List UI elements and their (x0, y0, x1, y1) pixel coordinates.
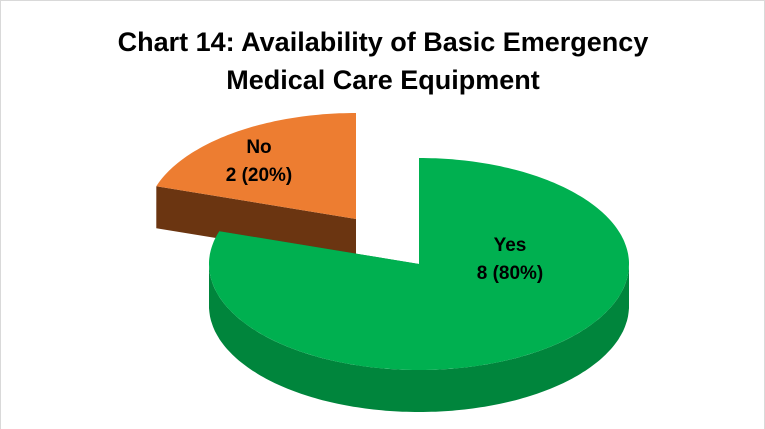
slice-label-name: Yes (494, 235, 527, 256)
slice-label-value: 2 (20%) (226, 165, 293, 186)
slice (156, 113, 356, 261)
slice-top (156, 113, 356, 219)
slice (209, 158, 629, 412)
slice-radial-side (156, 186, 356, 261)
slice-label-name: No (246, 137, 271, 158)
slice-label-value: 8 (80%) (477, 263, 544, 284)
slice-outer-side (209, 264, 629, 412)
slice-top (209, 158, 629, 370)
chart-title: Chart 14: Availability of Basic Emergenc… (117, 27, 649, 95)
